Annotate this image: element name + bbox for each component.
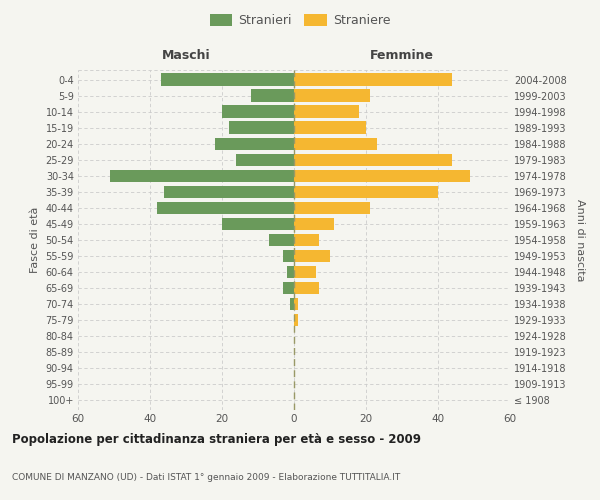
Bar xyxy=(294,154,452,166)
Text: COMUNE DI MANZANO (UD) - Dati ISTAT 1° gennaio 2009 - Elaborazione TUTTITALIA.IT: COMUNE DI MANZANO (UD) - Dati ISTAT 1° g… xyxy=(12,473,400,482)
Bar xyxy=(164,186,294,198)
Bar xyxy=(236,154,294,166)
Bar xyxy=(294,90,370,102)
Y-axis label: Fasce di età: Fasce di età xyxy=(30,207,40,273)
Bar xyxy=(294,266,316,278)
Bar xyxy=(269,234,294,246)
Bar xyxy=(294,202,370,214)
Bar xyxy=(294,186,438,198)
Y-axis label: Anni di nascita: Anni di nascita xyxy=(575,198,585,281)
Bar xyxy=(161,74,294,86)
Bar xyxy=(157,202,294,214)
Bar xyxy=(294,282,319,294)
Text: Femmine: Femmine xyxy=(370,49,434,62)
Bar xyxy=(287,266,294,278)
Bar xyxy=(294,234,319,246)
Bar xyxy=(222,218,294,230)
Bar xyxy=(294,218,334,230)
Bar xyxy=(215,138,294,150)
Bar xyxy=(283,250,294,262)
Bar xyxy=(294,170,470,182)
Bar xyxy=(294,250,330,262)
Text: Popolazione per cittadinanza straniera per età e sesso - 2009: Popolazione per cittadinanza straniera p… xyxy=(12,432,421,446)
Bar xyxy=(294,122,366,134)
Bar xyxy=(251,90,294,102)
Legend: Stranieri, Straniere: Stranieri, Straniere xyxy=(205,8,395,32)
Bar xyxy=(294,74,452,86)
Text: Maschi: Maschi xyxy=(161,49,211,62)
Bar xyxy=(283,282,294,294)
Bar xyxy=(290,298,294,310)
Bar xyxy=(294,106,359,118)
Bar xyxy=(110,170,294,182)
Bar xyxy=(229,122,294,134)
Bar xyxy=(222,106,294,118)
Bar xyxy=(294,138,377,150)
Bar xyxy=(294,298,298,310)
Bar xyxy=(294,314,298,326)
